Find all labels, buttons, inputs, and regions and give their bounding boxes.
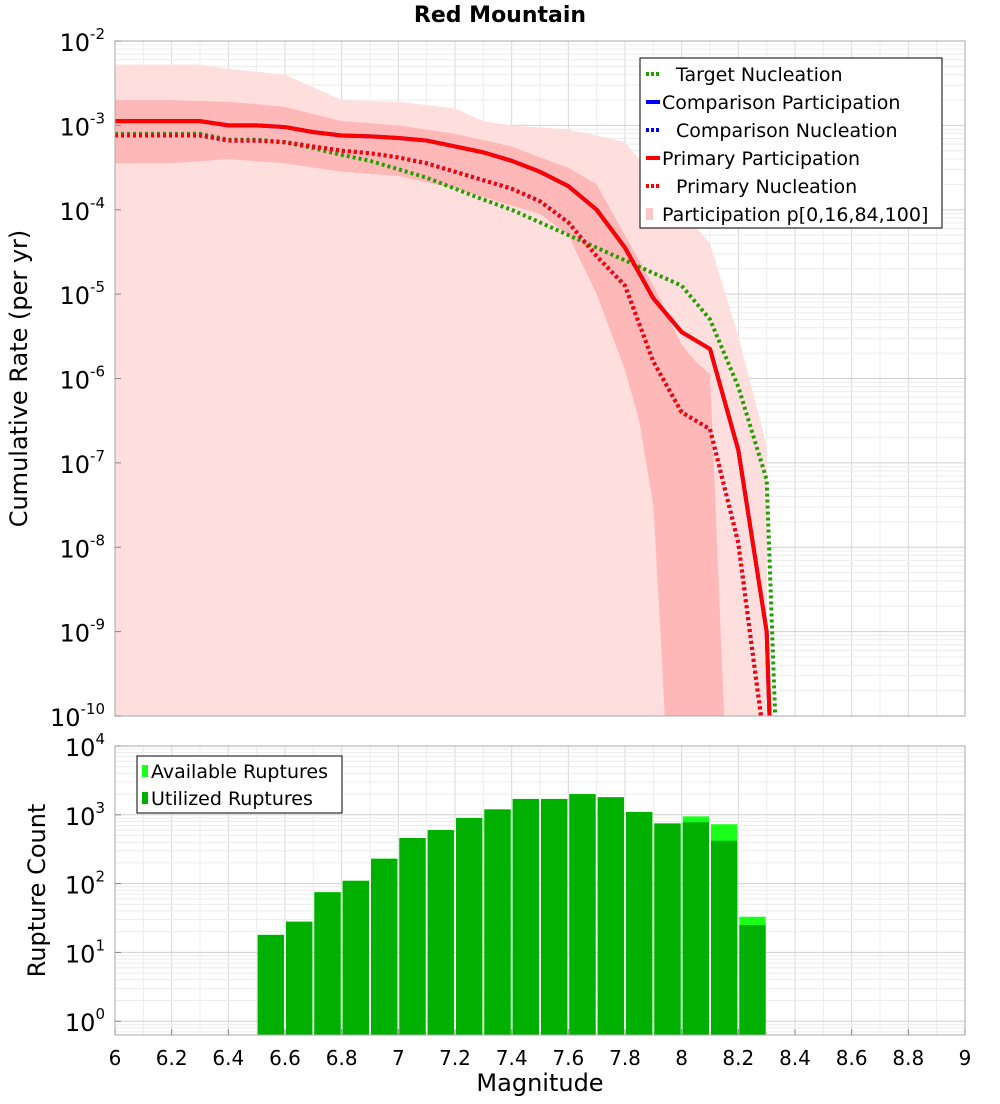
chart-title: Red Mountain (414, 3, 586, 28)
bottom-y-axis-label: Rupture Count (23, 804, 51, 978)
bottom-tick-label: 101 (65, 936, 105, 968)
x-axis-label: Magnitude (476, 1069, 603, 1097)
legend-label: Target Nucleation (675, 64, 843, 86)
bar-utilized-ruptures (541, 798, 568, 1035)
top-tick-label: 10-4 (59, 194, 105, 226)
x-tick-label: 6.6 (269, 1046, 301, 1070)
series-primary-nucleation (115, 133, 763, 717)
top-tick-label: 10-3 (59, 109, 105, 141)
bar-utilized-ruptures (286, 921, 313, 1035)
x-tick-label: 8 (675, 1046, 688, 1070)
bottom-tick-label: 104 (65, 730, 105, 762)
x-tick-label: 7 (392, 1046, 405, 1070)
bar-utilized-ruptures (456, 817, 483, 1035)
bar-utilized-ruptures (739, 925, 766, 1035)
legend-label: Participation p[0,16,84,100] (662, 204, 928, 226)
legend-label: Primary Participation (662, 148, 860, 170)
x-tick-label: 8.4 (779, 1046, 811, 1070)
band-participation-p-16-84- (115, 100, 725, 716)
x-tick-label: 6.2 (156, 1046, 188, 1070)
bar-utilized-ruptures (654, 823, 681, 1035)
top-tick-label: 10-6 (59, 363, 105, 395)
x-tick-label: 8.6 (836, 1046, 868, 1070)
legend-swatch (142, 792, 148, 804)
legend-box (639, 57, 943, 229)
x-tick-label: 6 (109, 1046, 122, 1070)
bottom-legend: Available Ruptures Utilized Ruptures (136, 755, 343, 814)
bar-utilized-ruptures (626, 811, 653, 1035)
bottom-tick-label: 102 (65, 868, 105, 900)
top-tick-label: 10-10 (50, 700, 105, 732)
bar-utilized-ruptures (484, 809, 511, 1035)
bottom-tick-label: 103 (65, 799, 105, 831)
top-legend: Target Nucleation Comparison Participatio… (639, 57, 943, 229)
bar-utilized-ruptures (512, 798, 539, 1035)
x-tick-label: 7.6 (552, 1046, 584, 1070)
x-tick-label: 9 (959, 1046, 972, 1070)
bottom-tick-label: 100 (65, 1005, 105, 1037)
top-tick-label: 10-9 (59, 616, 105, 648)
top-tick-label: 10-2 (59, 25, 105, 57)
x-tick-label: 6.8 (326, 1046, 358, 1070)
bar-utilized-ruptures (371, 858, 398, 1035)
x-tick-label: 7.4 (496, 1046, 528, 1070)
bar-utilized-ruptures (682, 822, 709, 1035)
legend-label: Utilized Ruptures (151, 788, 313, 810)
x-tick-label: 7.2 (439, 1046, 471, 1070)
bar-utilized-ruptures (427, 830, 454, 1035)
x-tick-label: 7.8 (609, 1046, 641, 1070)
legend-label: Primary Nucleation (676, 176, 857, 198)
bar-utilized-ruptures (257, 934, 284, 1035)
top-tick-label: 10-5 (59, 278, 105, 310)
rate-plot: 10-2 10-3 10-4 10-5 10-6 10-7 10-8 10-9 10-10 Cum… (5, 25, 966, 732)
legend-label: Comparison Nucleation (676, 120, 898, 142)
bar-utilized-ruptures (711, 840, 738, 1035)
legend-label: Comparison Participation (662, 92, 900, 114)
legend-swatch (646, 208, 653, 220)
legend-box (136, 755, 343, 814)
rupture-count-plot: 104 103 102 101 100 Rupture Count Available Ru… (23, 730, 971, 1097)
bar-utilized-ruptures (342, 880, 369, 1035)
series-primary-participation (115, 119, 772, 717)
bar-utilized-ruptures (597, 797, 624, 1035)
legend-swatch (142, 765, 148, 777)
legend-label: Available Ruptures (151, 761, 328, 783)
top-tick-label: 10-7 (59, 447, 105, 479)
bar-utilized-ruptures (314, 892, 341, 1035)
top-tick-label: 10-8 (59, 531, 105, 563)
x-tick-label: 8.2 (722, 1046, 754, 1070)
x-tick-label: 8.8 (892, 1046, 924, 1070)
top-y-axis-label: Cumulative Rate (per yr) (5, 230, 33, 528)
bar-utilized-ruptures (569, 794, 596, 1035)
bar-utilized-ruptures (399, 838, 426, 1035)
x-tick-label: 6.4 (212, 1046, 244, 1070)
bottom-plot-frame (114, 745, 966, 1036)
